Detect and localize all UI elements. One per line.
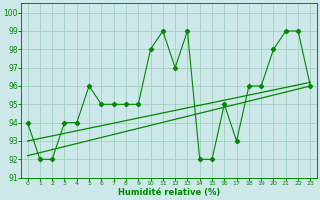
X-axis label: Humidité relative (%): Humidité relative (%) (118, 188, 220, 197)
